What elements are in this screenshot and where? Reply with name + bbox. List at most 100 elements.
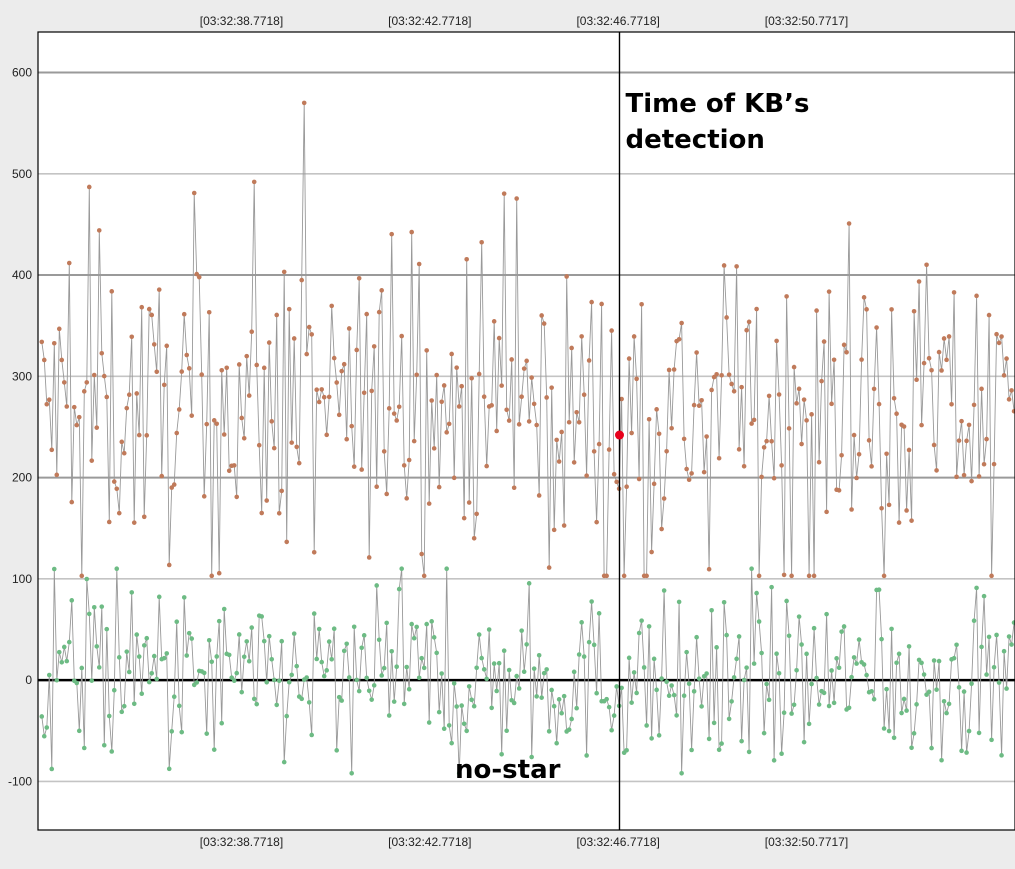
event-label: Time of KB’s	[625, 89, 809, 119]
lower-series-point	[851, 655, 857, 660]
upper-series-point	[69, 499, 75, 505]
lower-series-point	[364, 675, 369, 681]
upper-series-point	[369, 388, 374, 394]
upper-series-point	[201, 494, 207, 499]
lower-series-point	[529, 754, 534, 760]
lower-series-point	[981, 593, 987, 599]
lower-series-point	[726, 716, 732, 722]
lower-series-point	[269, 656, 275, 662]
upper-series-point	[696, 403, 702, 408]
upper-series-point	[321, 394, 327, 400]
lower-series-point	[754, 590, 759, 596]
lower-series-point	[896, 651, 902, 657]
upper-series-point	[1006, 397, 1012, 402]
lower-series-point	[626, 655, 632, 661]
lower-series-point	[59, 659, 65, 665]
upper-series-point	[386, 406, 392, 411]
lower-series-point	[299, 696, 305, 702]
lower-series-point	[959, 748, 964, 754]
lower-series-point	[634, 690, 639, 696]
lower-series-point	[699, 704, 704, 709]
lower-series-point	[116, 655, 122, 660]
upper-series-point	[351, 464, 357, 469]
lower-series-point	[571, 669, 577, 675]
upper-series-point	[61, 380, 67, 385]
upper-series-point	[76, 414, 82, 420]
upper-series-point	[171, 482, 177, 487]
upper-series-point	[866, 438, 872, 443]
lower-series-point	[944, 710, 949, 716]
lower-series-point	[169, 729, 175, 734]
upper-series-point	[911, 308, 917, 314]
upper-series-point	[531, 401, 537, 407]
upper-series-point	[541, 321, 547, 326]
lower-series-point	[156, 594, 162, 600]
lower-series-point	[1006, 634, 1012, 639]
upper-series-point	[841, 342, 847, 348]
lower-series-point	[61, 644, 67, 650]
upper-series-point	[476, 371, 482, 377]
upper-series-point	[599, 301, 604, 307]
lower-series-point	[879, 636, 884, 642]
upper-series-point	[896, 520, 902, 525]
upper-series-point	[654, 407, 659, 412]
upper-series-point	[594, 519, 599, 525]
upper-series-point	[534, 422, 539, 428]
upper-series-point	[779, 463, 784, 468]
lower-series-point	[569, 716, 574, 722]
upper-series-point	[544, 395, 549, 400]
upper-series-point	[991, 461, 997, 467]
upper-series-point	[831, 357, 837, 363]
lower-series-point	[721, 599, 727, 605]
lower-series-point	[809, 681, 814, 687]
upper-series-point	[971, 402, 977, 408]
lower-series-point	[1004, 686, 1009, 691]
upper-series-point	[394, 418, 399, 423]
lower-series-point	[146, 679, 152, 685]
upper-series-point	[471, 535, 477, 541]
upper-series-point	[739, 384, 744, 390]
lower-series-point	[449, 740, 454, 746]
upper-series-point	[46, 397, 52, 402]
upper-series-point	[629, 430, 634, 436]
upper-series-point	[901, 424, 907, 429]
lower-series-point	[769, 584, 774, 590]
upper-series-point	[396, 404, 402, 410]
lower-series-point	[961, 689, 967, 694]
lower-series-point	[74, 680, 80, 686]
upper-series-point	[586, 358, 592, 363]
lower-series-point	[186, 630, 192, 636]
lower-series-point	[339, 698, 345, 703]
upper-series-point	[246, 393, 252, 398]
lower-series-point	[479, 655, 484, 661]
upper-series-point	[954, 474, 959, 480]
lower-series-point	[161, 655, 167, 661]
upper-series-point	[596, 441, 602, 447]
lower-series-point	[581, 654, 587, 659]
upper-series-point	[391, 411, 397, 416]
upper-series-point	[661, 496, 667, 501]
y-tick-label: 0	[25, 673, 32, 687]
upper-series-point	[936, 349, 942, 355]
upper-series-point	[996, 340, 1002, 346]
upper-series-point	[106, 519, 112, 525]
lower-series-point	[241, 654, 247, 660]
lower-series-point	[761, 730, 767, 736]
upper-series-point	[124, 405, 130, 411]
lower-series-point	[614, 684, 619, 689]
upper-series-point	[334, 380, 340, 385]
lower-series-point	[441, 726, 447, 732]
upper-series-point	[154, 369, 160, 375]
upper-series-point	[474, 511, 479, 517]
lower-series-point	[539, 695, 544, 700]
lower-series-point	[411, 635, 417, 641]
upper-series-point	[754, 306, 759, 312]
upper-series-point	[816, 459, 822, 465]
lower-series-point	[829, 668, 834, 673]
lower-series-point	[321, 673, 327, 679]
lower-series-point	[279, 638, 285, 644]
lower-series-point	[579, 620, 584, 625]
lower-series-point	[136, 654, 142, 659]
upper-series-point	[969, 478, 974, 484]
